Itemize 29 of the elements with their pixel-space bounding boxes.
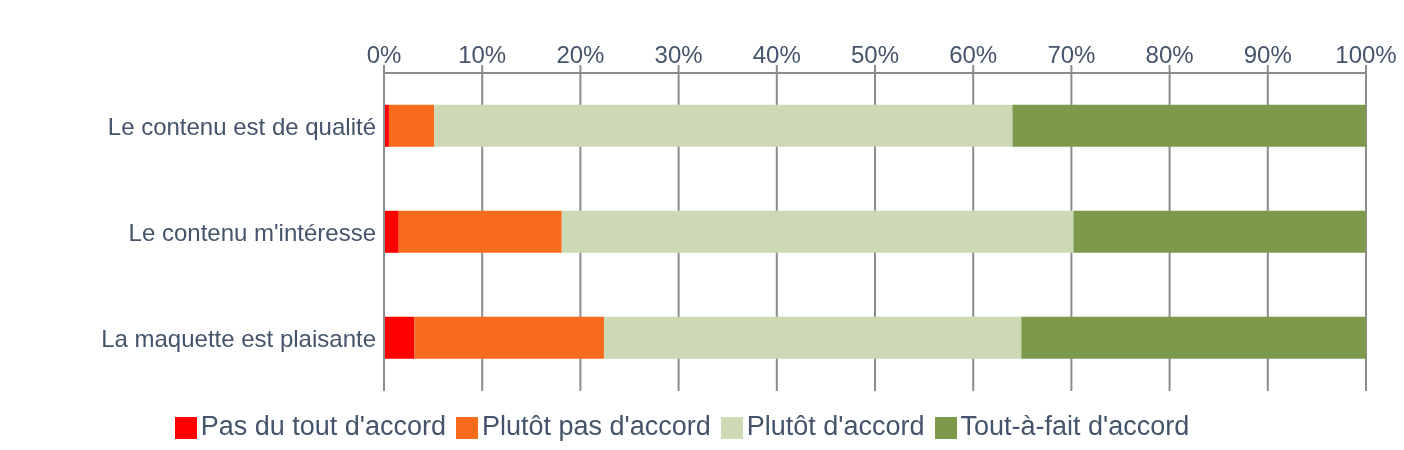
bar: [434, 104, 1013, 147]
legend-label: Pas du tout d'accord: [200, 411, 446, 441]
legend-label: Plutôt d'accord: [746, 411, 925, 441]
x-tick-label: 100%: [1335, 41, 1397, 68]
x-tick-label: 90%: [1243, 41, 1292, 68]
x-tick-label: 60%: [949, 41, 998, 68]
y-tick-label: La maquette est plaisante: [101, 324, 376, 352]
bar: [414, 316, 604, 359]
x-tick-label: 20%: [556, 41, 605, 68]
x-tick-label: 30%: [654, 41, 703, 68]
legend-label: Tout-à-fait d'accord: [960, 411, 1190, 441]
x-tick-label: 50%: [850, 41, 900, 68]
y-tick-label: Le contenu est de qualité: [107, 112, 376, 140]
bar: [1021, 316, 1366, 359]
x-tick-label: 40%: [752, 41, 801, 68]
x-tick-label: 80%: [1145, 41, 1194, 68]
bar: [388, 104, 435, 147]
bar: [384, 210, 399, 253]
bar: [561, 210, 1074, 253]
bar: [603, 316, 1022, 359]
bar: [1012, 104, 1366, 147]
x-tick-label: 70%: [1047, 41, 1096, 68]
y-tick-label: Le contenu m'intéresse: [128, 218, 376, 246]
x-tick-label: 0%: [366, 41, 402, 68]
bar: [1073, 210, 1366, 253]
bar: [384, 316, 415, 359]
legend-label: Plutôt pas d'accord: [481, 411, 711, 441]
x-tick-label: 10%: [458, 41, 507, 68]
bar: [398, 210, 562, 253]
